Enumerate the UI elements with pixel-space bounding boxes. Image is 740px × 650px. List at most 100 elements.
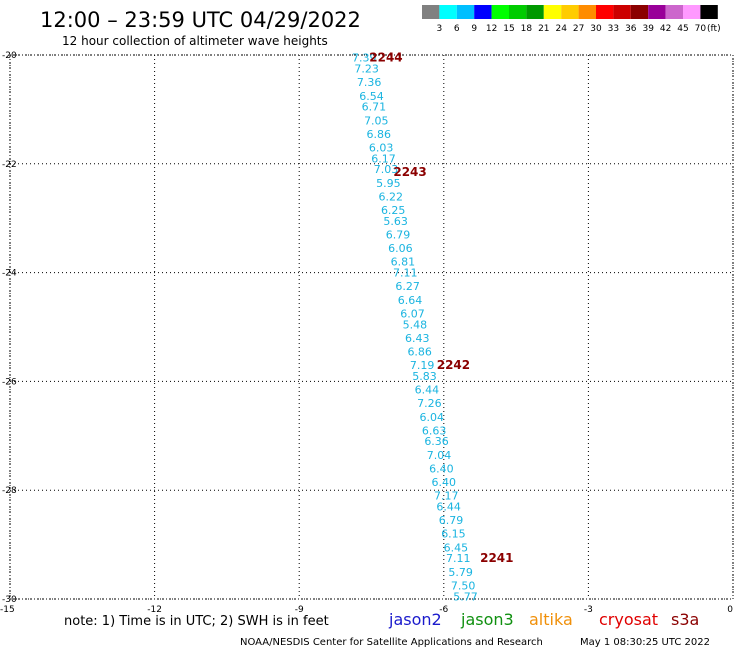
color-scale-label: 30 xyxy=(590,24,602,34)
wave-height-label: 7.19 xyxy=(410,359,435,372)
wave-height-label: 7.50 xyxy=(451,579,476,592)
color-scale-swatch xyxy=(474,5,492,19)
chart-title: 12:00 – 23:59 UTC 04/29/2022 xyxy=(40,8,361,32)
color-scale-label: 45 xyxy=(677,24,688,34)
wave-height-points: 7.397.237.366.546.717.056.866.036.177.03… xyxy=(352,52,478,604)
color-scale-unit: (ft) xyxy=(707,24,721,34)
color-scale-swatch xyxy=(630,5,649,19)
color-scale-label: 42 xyxy=(660,24,671,34)
wave-height-label: 5.48 xyxy=(403,318,428,331)
color-scale-swatch xyxy=(543,5,562,19)
pass-number-label: 2243 xyxy=(393,165,426,179)
color-scale-label: 6 xyxy=(454,24,460,34)
wave-height-label: 6.04 xyxy=(420,411,445,424)
wave-height-label: 6.36 xyxy=(424,435,449,448)
x-tick-label: -9 xyxy=(295,605,304,615)
wave-height-label: 5.83 xyxy=(412,370,437,383)
color-scale-swatch xyxy=(683,5,701,19)
wave-height-label: 6.44 xyxy=(436,501,461,514)
wave-height-label: 5.63 xyxy=(383,215,408,228)
wave-height-label: 6.07 xyxy=(400,307,425,320)
pass-number-label: 2244 xyxy=(369,51,402,65)
color-scale-swatch xyxy=(648,5,666,19)
color-scale-label: 24 xyxy=(555,24,567,34)
color-scale-swatch xyxy=(613,5,631,19)
color-scale-swatch xyxy=(700,5,718,19)
satellite-legend: jason2 jason3 altika cryosat s3a xyxy=(388,610,699,629)
color-scale-swatch xyxy=(526,5,544,19)
color-scale-label: 21 xyxy=(538,24,549,34)
wave-height-label: 6.71 xyxy=(362,101,387,114)
x-tick-label: 0 xyxy=(727,605,733,615)
wave-height-label: 6.64 xyxy=(398,294,423,307)
wave-height-label: 6.45 xyxy=(444,541,469,554)
wave-height-label: 7.36 xyxy=(357,76,382,89)
wave-height-label: 6.40 xyxy=(429,462,454,475)
color-scale-swatch xyxy=(439,5,457,19)
wave-height-label: 6.15 xyxy=(441,528,466,541)
satellite-legend-altika: altika xyxy=(529,610,573,629)
color-scale-swatch xyxy=(456,5,475,19)
y-tick-label: -30 xyxy=(2,595,17,605)
y-tick-label: -26 xyxy=(2,377,17,387)
wave-height-label: 6.54 xyxy=(359,90,384,103)
wave-height-label: 6.06 xyxy=(388,242,413,255)
wave-height-label: 6.81 xyxy=(391,256,416,269)
wave-height-color-scale: 3 6 9 12 15 18 21 24 27 30 33 36 39 42 45 70 (ft) xyxy=(422,5,721,34)
x-tick-label: -15 xyxy=(0,605,15,615)
pass-number-label: 2242 xyxy=(437,358,470,372)
wave-height-label: 6.79 xyxy=(439,514,464,527)
color-scale-label: 9 xyxy=(471,24,477,34)
wave-height-label: 7.39 xyxy=(352,52,377,65)
footer-note: note: 1) Time is in UTC; 2) SWH is in fe… xyxy=(64,614,329,629)
wave-height-label: 7.26 xyxy=(417,397,442,410)
color-scale-label: 27 xyxy=(573,24,584,34)
color-scale-swatch xyxy=(422,5,440,19)
color-scale-swatch xyxy=(509,5,527,19)
x-tick-label: -6 xyxy=(439,605,448,615)
x-tick-label: -12 xyxy=(147,605,162,615)
color-scale-label: 39 xyxy=(642,24,654,34)
wave-height-label: 6.86 xyxy=(366,128,391,141)
wave-height-label: 6.27 xyxy=(395,280,420,293)
y-tick-label: -28 xyxy=(2,486,17,496)
chart-subtitle: 12 hour collection of altimeter wave hei… xyxy=(62,34,328,48)
y-tick-label: -22 xyxy=(2,160,17,170)
wave-height-label: 6.22 xyxy=(379,190,404,203)
satellite-legend-jason3: jason3 xyxy=(460,610,514,629)
wave-height-label: 7.04 xyxy=(427,449,452,462)
color-scale-swatch xyxy=(491,5,509,19)
pass-number-label: 2241 xyxy=(480,551,513,565)
axis-ticks: -15 -12 -9 -6 -3 0-20-22-24-26-28-30 xyxy=(0,51,733,615)
wave-height-label: 6.03 xyxy=(369,141,394,154)
wave-height-label: 7.11 xyxy=(446,552,471,565)
x-tick-label: -3 xyxy=(584,605,593,615)
wave-height-label: 7.17 xyxy=(434,490,459,503)
color-scale-label: 3 xyxy=(437,24,443,34)
credit-text: NOAA/NESDIS Center for Satellite Applica… xyxy=(240,637,543,648)
color-scale-swatch xyxy=(596,5,614,19)
color-scale-swatch xyxy=(578,5,596,19)
wave-height-label: 6.17 xyxy=(371,152,396,165)
color-scale-label: 18 xyxy=(521,24,533,34)
wave-height-label: 6.63 xyxy=(422,424,447,437)
pass-labels: 2244 2243 2242 2241 xyxy=(369,51,513,565)
color-scale-swatch xyxy=(561,5,579,19)
wave-height-label: 7.23 xyxy=(354,63,379,76)
wave-height-label: 6.40 xyxy=(432,476,457,489)
wave-height-label: 5.79 xyxy=(448,566,473,579)
y-tick-label: -24 xyxy=(2,269,17,279)
wave-height-label: 6.25 xyxy=(381,204,406,217)
satellite-legend-s3a: s3a xyxy=(671,610,699,629)
color-scale-label: 15 xyxy=(503,24,514,34)
wave-height-label: 5.95 xyxy=(376,177,401,190)
wave-height-label: 7.11 xyxy=(393,267,418,280)
wave-height-label: 6.43 xyxy=(405,332,430,345)
color-scale-label: 33 xyxy=(608,24,619,34)
color-scale-label: 12 xyxy=(486,24,497,34)
wave-height-label: 7.05 xyxy=(364,114,389,127)
color-scale-label: 36 xyxy=(625,24,637,34)
timestamp-text: May 1 08:30:25 UTC 2022 xyxy=(580,637,710,648)
wave-height-label: 7.03 xyxy=(374,163,399,176)
